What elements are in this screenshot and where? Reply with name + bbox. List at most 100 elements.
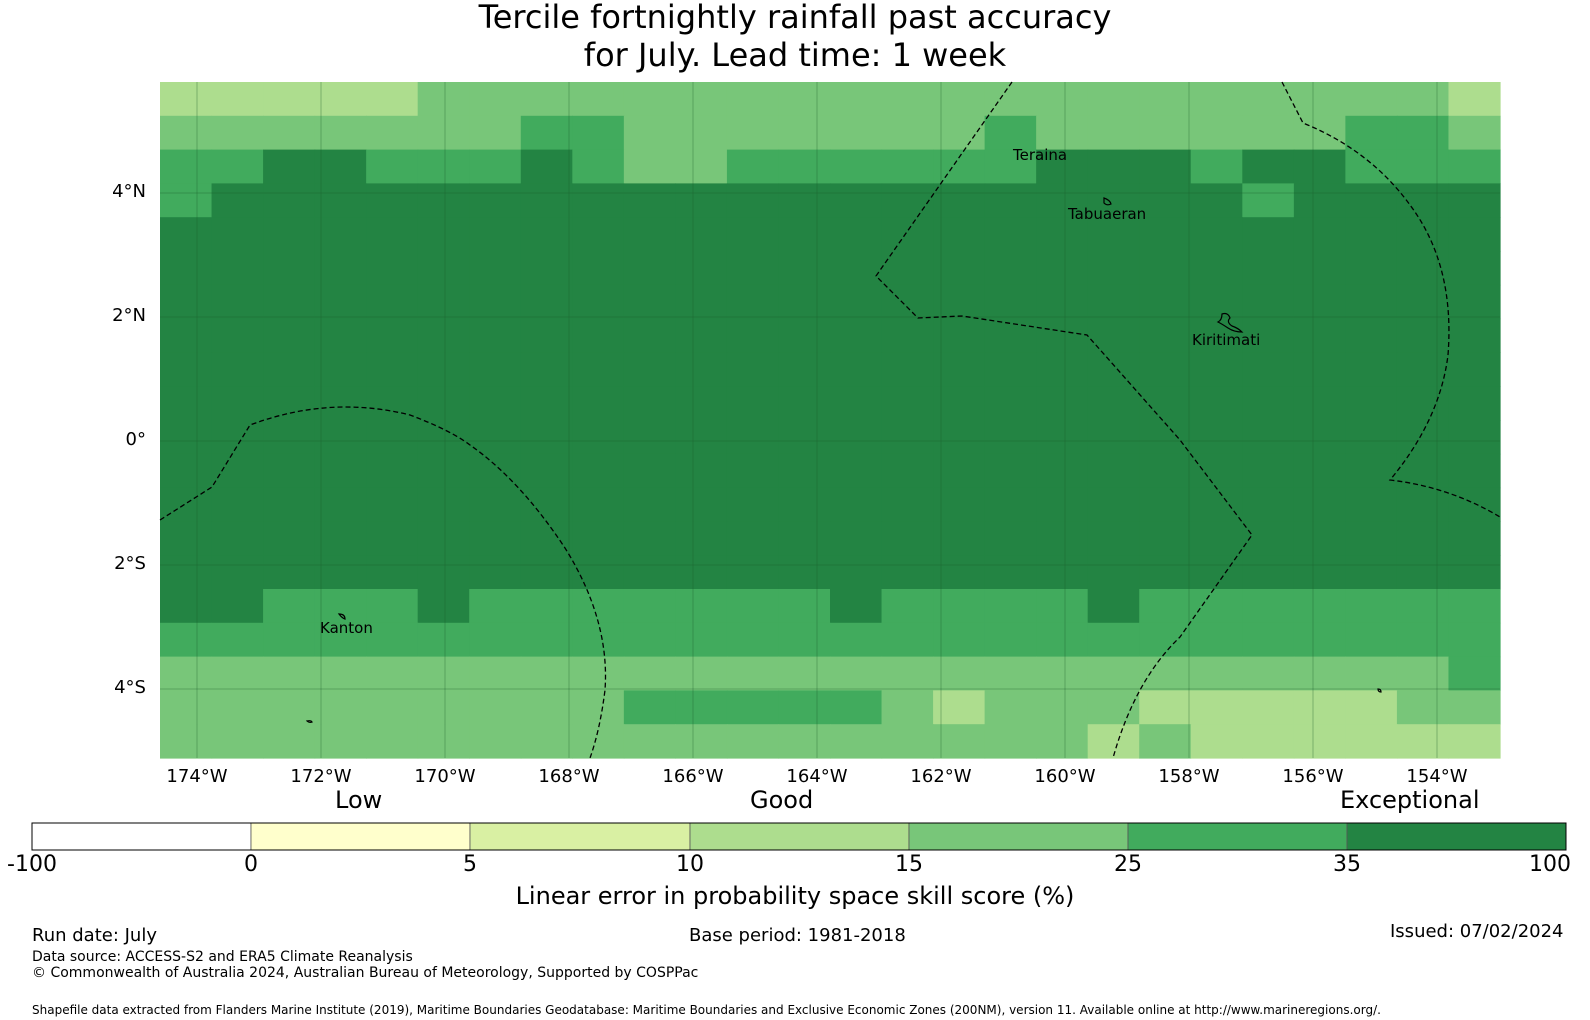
grid-cell [1139,690,1192,725]
jarvis-island [1377,688,1382,693]
grid-cell [1087,555,1140,590]
grid-cell [1242,183,1295,218]
grid-cell [933,386,986,421]
grid-cell [366,352,419,387]
latitude-label: 0° [125,429,146,450]
grid-cell [1087,420,1140,455]
grid-cell [314,251,367,286]
grid-cell [726,521,780,556]
grid-cell [1139,555,1192,590]
grid-cell [1139,217,1192,252]
grid-cell [881,521,934,556]
grid-cell [1139,284,1192,320]
grid-cell [520,420,573,455]
grid-cell [933,589,986,624]
grid-cell [366,724,419,759]
colorbar-segment [1346,822,1567,851]
grid-cell [1396,589,1450,624]
grid-cell [417,318,470,353]
grid-cell [984,251,1037,286]
grid-cell [1242,82,1295,117]
grid-cell [1036,386,1089,421]
grid-cell [160,386,213,421]
grid-cell [778,217,831,252]
grid-cell [675,589,728,624]
grid-cell [1190,82,1243,117]
grid-cell [469,724,522,759]
colorbar-tick-label: 35 [1333,852,1361,877]
grid-cell [572,386,625,421]
grid-cell [1448,453,1501,489]
grid-cell [1396,82,1450,117]
grid-cell [1396,149,1450,184]
grid-cell [623,690,676,725]
grid-cell [469,453,522,489]
kanton-island [337,613,346,620]
grid-cell [263,589,316,624]
grid-cell [933,217,986,252]
grid-cell [211,690,264,725]
grid-cell [1293,453,1346,489]
grid-cell [1087,318,1140,353]
grid-cell [1242,521,1295,556]
grid-cell [623,352,676,387]
grid-cell [572,318,625,353]
grid-cell [160,251,213,286]
grid-cell [314,453,367,489]
grid-cell [160,453,213,489]
grid-cell [520,115,573,151]
grid-cell [778,690,831,725]
grid-cell [520,453,573,489]
grid-cell [160,217,213,252]
grid-cell [469,589,522,624]
grid-cell [623,183,676,218]
grid-cell [778,251,831,286]
grid-cell [1345,386,1398,421]
grid-cell [1293,521,1346,556]
grid-cell [726,251,780,286]
grid-cell [1190,521,1243,556]
grid-cell [933,149,986,184]
grid-cell [1396,386,1450,421]
grid-cell [1396,656,1450,691]
grid-cell [1345,487,1398,522]
grid-cell [211,183,264,218]
grid-cell [417,589,470,624]
latitude-label: 2°S [114,553,146,574]
grid-cell [1293,690,1346,725]
grid-cell [314,724,367,759]
grid-cell [778,521,831,556]
grid-cell [1345,82,1398,117]
grid-cell [726,149,780,184]
grid-cell [1448,115,1501,151]
grid-cell [726,284,780,320]
grid-cell [469,251,522,286]
grid-cell [366,555,419,590]
grid-cell [1345,690,1398,725]
grid-cell [1139,487,1192,522]
grid-cell [881,420,934,455]
grid-cell [984,352,1037,387]
grid-cell [160,149,213,184]
eez-boundary-line-islands-east [1281,81,1501,518]
grid-cell [263,487,316,522]
grid-cell [1293,420,1346,455]
grid-cell [160,284,213,320]
grid-cell [417,724,470,759]
grid-cell [881,487,934,522]
eez-boundary-line-islands-west [875,81,1253,759]
grid-cell [1242,589,1295,624]
grid-cell [830,115,883,151]
grid-cell [1087,284,1140,320]
eez-boundaries [159,81,1501,759]
grid-cell [314,115,367,151]
grid-cell [984,622,1037,658]
grid-cell [160,589,213,624]
grid-cell [160,420,213,455]
grid-cell [1036,318,1089,353]
grid-cell [984,724,1037,759]
grid-cell [366,487,419,522]
map-title-line1: Tercile fortnightly rainfall past accura… [478,0,1112,36]
grid-cell [623,284,676,320]
grid-cell [469,487,522,522]
